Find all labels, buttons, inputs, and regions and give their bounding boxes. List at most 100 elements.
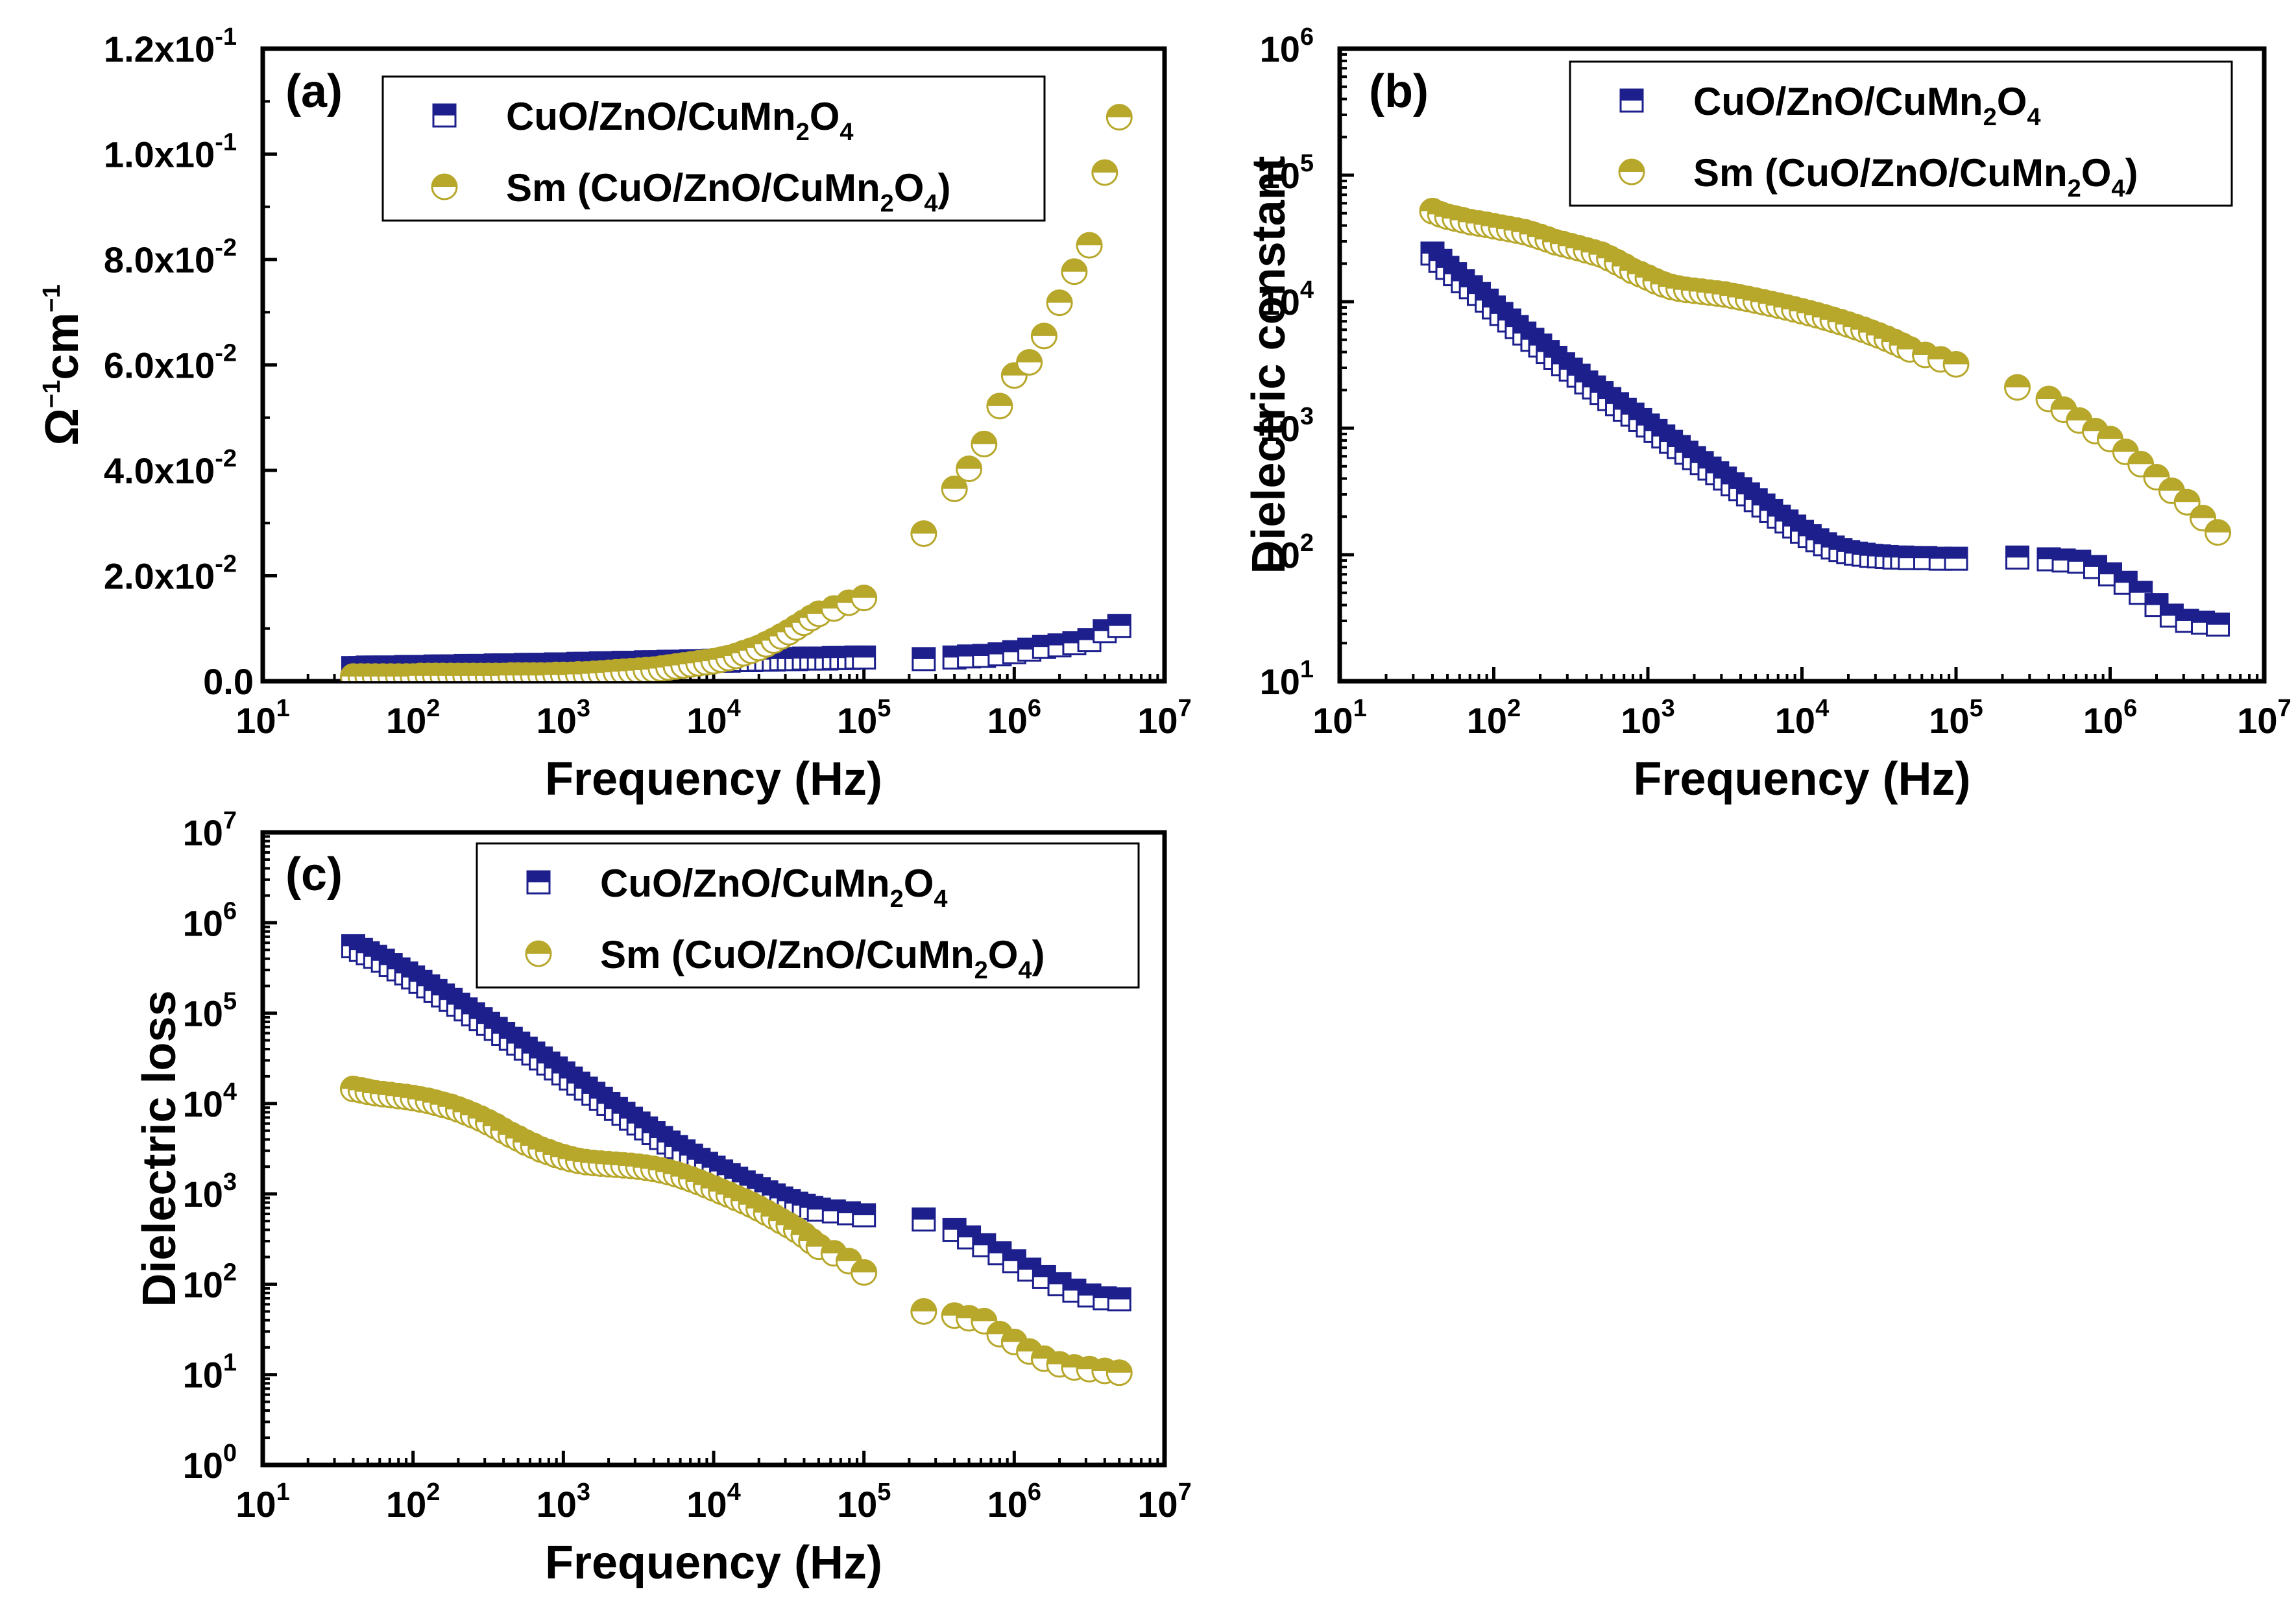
series1-point <box>852 645 876 670</box>
legend-label: Sm (CuO/ZnO/CuMn2O4) <box>506 166 951 217</box>
x-tick-label: 105 <box>1929 695 1983 741</box>
y-tick-label: 105 <box>183 988 237 1034</box>
y-axis-label: Dielectric constant <box>1243 156 1295 574</box>
panel-label: (b) <box>1369 66 1429 117</box>
series2-point <box>1091 159 1118 186</box>
legend-label: Sm (CuO/ZnO/CuMn2O4) <box>600 933 1045 984</box>
x-tick-label: 104 <box>1775 695 1829 741</box>
x-tick-label: 102 <box>386 1479 440 1525</box>
y-tick-label: 1.2x10-1 <box>104 23 237 69</box>
legend-label: CuO/ZnO/CuMn2O4 <box>1693 80 2041 131</box>
legend-marker <box>525 940 552 967</box>
y-tick-label: 4.0x10-2 <box>104 445 237 491</box>
legend-marker <box>1619 88 1644 113</box>
series1-point <box>1944 546 1968 571</box>
y-tick-label: 8.0x10-2 <box>104 234 237 280</box>
series2-point <box>971 430 998 457</box>
y-tick-label: 105 <box>1260 150 1314 196</box>
series2-point <box>1046 289 1073 317</box>
series2-point <box>2173 489 2201 516</box>
series2-point <box>1016 348 1043 376</box>
series1-point <box>2206 612 2230 637</box>
legend-marker <box>431 173 458 200</box>
x-tick-label: 102 <box>1467 695 1521 741</box>
x-tick-label: 107 <box>2237 695 2291 741</box>
x-tick-label: 101 <box>236 1479 289 1525</box>
y-tick-label: 101 <box>183 1349 237 1396</box>
y-tick-label: 102 <box>183 1259 237 1305</box>
series2-point <box>851 1259 878 1286</box>
series2-point <box>1016 1338 1043 1365</box>
series2-point <box>2205 519 2232 546</box>
series2-point <box>941 475 968 502</box>
series1-point <box>2129 581 2153 605</box>
y-tick-label: 100 <box>183 1440 237 1486</box>
series2-point <box>956 455 983 483</box>
series2-point <box>1061 258 1088 285</box>
legend-box <box>1569 60 2233 207</box>
series2-point <box>1106 1359 1133 1386</box>
series1-point <box>1107 1287 1131 1312</box>
series2-point <box>1030 322 1057 350</box>
legend-label: Sm (CuO/ZnO/CuMn2O4) <box>1693 151 2138 202</box>
legend-marker <box>1618 158 1645 186</box>
data-markers <box>339 934 1133 1386</box>
panel-b-dielectric-constant: 101 102 103 104 105 106 107 101 102 103 104 105 106 F… <box>1243 23 2291 805</box>
x-tick-label: 104 <box>686 1479 740 1525</box>
x-tick-label: 103 <box>537 1479 590 1525</box>
y-tick-label: 102 <box>1260 529 1314 575</box>
series2-point <box>971 1307 998 1335</box>
x-tick-label: 105 <box>837 1479 891 1525</box>
legend-box <box>476 842 1140 989</box>
y-tick-label: 104 <box>1260 276 1314 322</box>
y-tick-label: 2.0x10-2 <box>104 551 237 597</box>
series2-point <box>851 585 878 612</box>
x-tick-label: 107 <box>1137 1479 1191 1525</box>
x-axis-label: Frequency (Hz) <box>1633 753 1970 805</box>
y-tick-label: 6.0x10-2 <box>104 340 237 386</box>
y-tick-label: 1.0x10-1 <box>104 129 237 175</box>
y-tick-label: 103 <box>183 1168 237 1215</box>
legend-label: CuO/ZnO/CuMn2O4 <box>506 95 854 146</box>
series2-point <box>820 1240 847 1267</box>
data-markers <box>1419 197 2232 637</box>
series1-point <box>852 1203 876 1228</box>
series2-point <box>910 1298 937 1325</box>
x-tick-label: 101 <box>236 695 289 741</box>
x-tick-label: 106 <box>987 695 1041 741</box>
y-tick-label: 0.0 <box>203 661 254 702</box>
series2-point <box>1942 350 1970 378</box>
y-axis-label: Ω−1cm−1 <box>36 284 88 445</box>
series2-point <box>2004 374 2031 401</box>
x-tick-label: 102 <box>386 695 440 741</box>
legend-marker <box>432 103 457 128</box>
panel-label: (a) <box>285 66 343 117</box>
legend-label: CuO/ZnO/CuMn2O4 <box>600 862 948 913</box>
y-axis-label: Dielectric loss <box>134 990 186 1307</box>
x-axis-label: Frequency (Hz) <box>545 1537 882 1589</box>
y-tick-label: 107 <box>183 807 237 853</box>
series2-point <box>1106 104 1133 131</box>
legend-box <box>381 75 1046 222</box>
x-tick-label: 105 <box>837 695 891 741</box>
x-tick-label: 103 <box>537 695 590 741</box>
x-axis-label: Frequency (Hz) <box>545 753 882 805</box>
series2-point <box>986 393 1013 420</box>
legend-marker <box>526 870 551 895</box>
y-tick-label: 106 <box>1260 23 1314 69</box>
series1-point <box>912 647 936 671</box>
x-tick-label: 103 <box>1621 695 1674 741</box>
panel-c-dielectric-loss: 101 102 103 104 105 106 1071001011021031041051… <box>134 807 1192 1589</box>
y-tick-label: 101 <box>1260 656 1314 702</box>
x-tick-label: 101 <box>1312 695 1366 741</box>
y-tick-label: 103 <box>1260 403 1314 449</box>
series1-point <box>912 1207 936 1232</box>
panel-label: (c) <box>285 849 343 901</box>
x-tick-label: 107 <box>1137 695 1191 741</box>
series2-point <box>910 520 937 547</box>
series1-point <box>1107 614 1131 638</box>
series2-point <box>1076 232 1103 259</box>
x-tick-label: 104 <box>686 695 740 741</box>
x-tick-label: 106 <box>2083 695 2137 741</box>
